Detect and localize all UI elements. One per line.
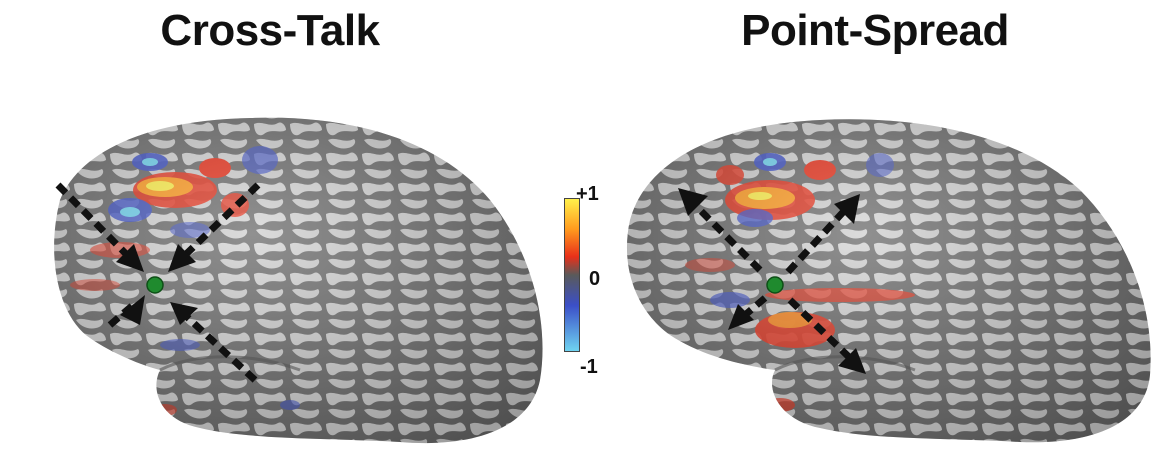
cross-talk-brain-surface: [54, 117, 543, 444]
colorbar-min-label: -1: [580, 356, 598, 378]
colorbar-mid-label: 0: [589, 268, 601, 290]
arrow-top-right: [785, 207, 848, 275]
seed-point: [766, 276, 784, 294]
panel-title-cross-talk: Cross-Talk: [160, 6, 380, 55]
arrow-bottom-left: [742, 295, 768, 318]
seed-point: [146, 276, 164, 294]
arrow-top-left: [692, 202, 763, 273]
arrow-bottom-right: [787, 297, 853, 361]
point-spread-brain-surface: [626, 119, 1151, 443]
colorbar-max-label: +1: [576, 183, 599, 205]
arrow-bottom-right: [182, 312, 258, 383]
colorbar: [564, 198, 580, 352]
panel-title-point-spread: Point-Spread: [741, 6, 1009, 55]
